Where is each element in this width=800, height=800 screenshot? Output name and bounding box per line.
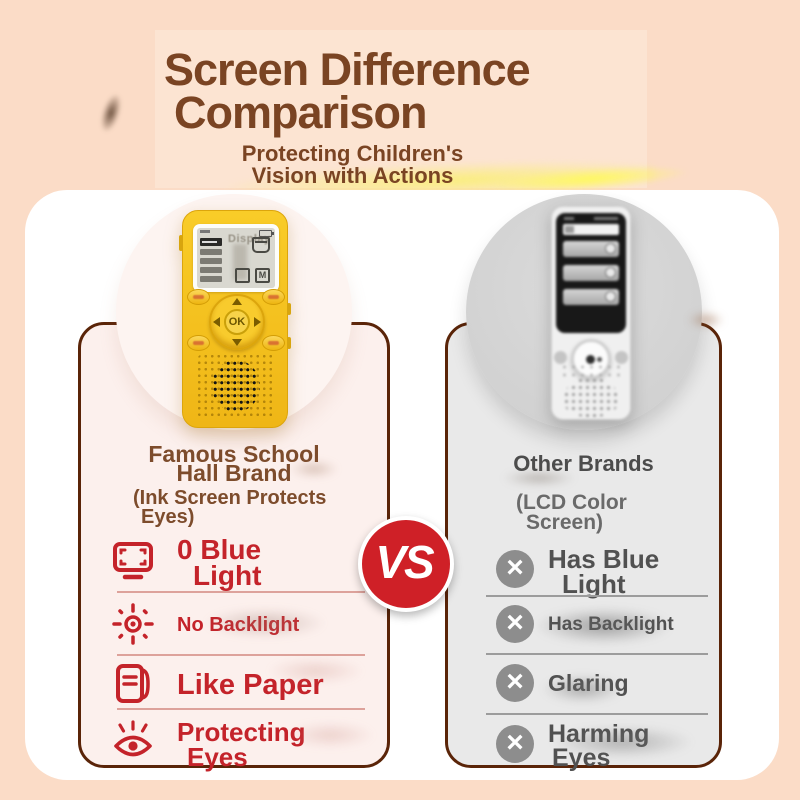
x-circle-icon: × <box>496 550 534 588</box>
label-line: Has Blue <box>548 544 660 574</box>
label-line: Harming <box>548 720 649 748</box>
ghost-smudge <box>503 470 575 486</box>
vs-badge: VS <box>358 516 454 612</box>
page-subtitle: Protecting Children's Vision with Action… <box>200 143 505 187</box>
ok-button: OK <box>224 309 250 335</box>
divider <box>117 708 365 710</box>
device-button <box>262 289 285 305</box>
left-card-subheading: (Ink Screen Protects Eyes) <box>133 487 327 528</box>
ink-artifact <box>97 92 125 134</box>
device-screen-bezel: Display M <box>193 224 279 292</box>
ghost-smudge <box>552 726 692 758</box>
lcd-screen <box>556 213 626 333</box>
label-line: Protecting <box>177 717 306 747</box>
device-button <box>554 351 567 364</box>
gray-device-photo <box>551 206 631 420</box>
side-button <box>179 235 183 251</box>
label-line: Light <box>193 560 262 591</box>
cup-icon <box>252 237 270 253</box>
page-title: Screen Difference Comparison <box>164 47 531 138</box>
app-icon <box>235 268 250 283</box>
label-line: Eyes <box>552 744 611 772</box>
left-feature-label: Like Paper <box>177 669 324 702</box>
eye-icon <box>109 717 157 763</box>
m-app-icon: M <box>255 268 270 283</box>
heading-line: Hall Brand <box>176 460 292 486</box>
device-button <box>262 335 285 351</box>
ghost-smudge <box>268 658 363 684</box>
title-line-2: Comparison <box>174 87 428 138</box>
subheading-line: Screen) <box>526 511 604 534</box>
device-button <box>615 351 628 364</box>
label-line: Eyes <box>187 742 248 772</box>
menu-bar <box>563 289 619 305</box>
side-button <box>287 337 291 349</box>
x-circle-icon: × <box>496 605 534 643</box>
ghost-smudge <box>688 312 724 328</box>
title-line-1: Screen Difference <box>164 44 531 95</box>
left-feature-label: No Backlight <box>177 614 299 637</box>
x-circle-icon: × <box>496 664 534 702</box>
ghost-smudge <box>290 460 338 478</box>
sun-icon <box>111 602 155 646</box>
subheading-line: Eyes) <box>141 506 195 528</box>
label-line: Light <box>562 569 626 599</box>
ghost-smudge <box>536 608 671 644</box>
subtitle-line-2: Vision with Actions <box>251 163 454 188</box>
label-line: No Backlight <box>177 614 299 636</box>
x-circle-icon: × <box>496 725 534 763</box>
divider <box>117 591 365 593</box>
device-button <box>187 289 210 305</box>
label-line: Like Paper <box>177 669 324 701</box>
search-bar <box>563 224 619 235</box>
left-feature-label: Protecting Eyes <box>177 717 306 772</box>
subheading-line: (LCD Color <box>516 491 627 514</box>
left-feature-label: 0 Blue Light <box>177 534 262 591</box>
subtitle-line-1: Protecting Children's <box>241 141 464 166</box>
status-text <box>594 217 618 220</box>
divider <box>486 713 708 715</box>
notebook-icon <box>113 663 153 705</box>
divider <box>486 595 708 597</box>
screen-menu-list <box>200 238 222 285</box>
speaker-grille <box>563 377 619 417</box>
ghost-smudge <box>205 608 325 638</box>
ghost-smudge <box>286 722 374 748</box>
menu-bar <box>563 241 619 257</box>
left-card-heading: Famous School Hall Brand <box>81 443 387 486</box>
dpad: OK <box>209 294 265 350</box>
speaker-grille <box>196 353 276 419</box>
status-text <box>200 230 210 233</box>
right-feature-label: Has Blue Light <box>548 544 660 599</box>
menu-bar <box>563 265 619 281</box>
heading-line: Famous School <box>148 441 320 467</box>
ghost-smudge <box>543 675 623 703</box>
right-card-subheading: (LCD Color Screen) <box>516 491 627 534</box>
speaker-grille-core <box>212 360 260 412</box>
label-line: 0 Blue <box>177 534 262 565</box>
screen-frame-icon <box>111 539 155 583</box>
divider <box>486 653 708 655</box>
device-button <box>187 335 210 351</box>
side-button <box>287 303 291 315</box>
status-text <box>564 217 574 220</box>
divider <box>117 654 365 656</box>
yellow-device-photo: Display M OK <box>179 210 291 428</box>
ink-screen: Display M <box>197 228 275 288</box>
speaker-dots <box>560 363 622 377</box>
vs-label: VS <box>375 536 434 588</box>
battery-icon <box>259 230 274 237</box>
right-feature-label: Harming Eyes <box>548 720 649 772</box>
right-card-heading: Other Brands <box>513 451 654 476</box>
subheading-line: (Ink Screen Protects <box>133 487 327 509</box>
